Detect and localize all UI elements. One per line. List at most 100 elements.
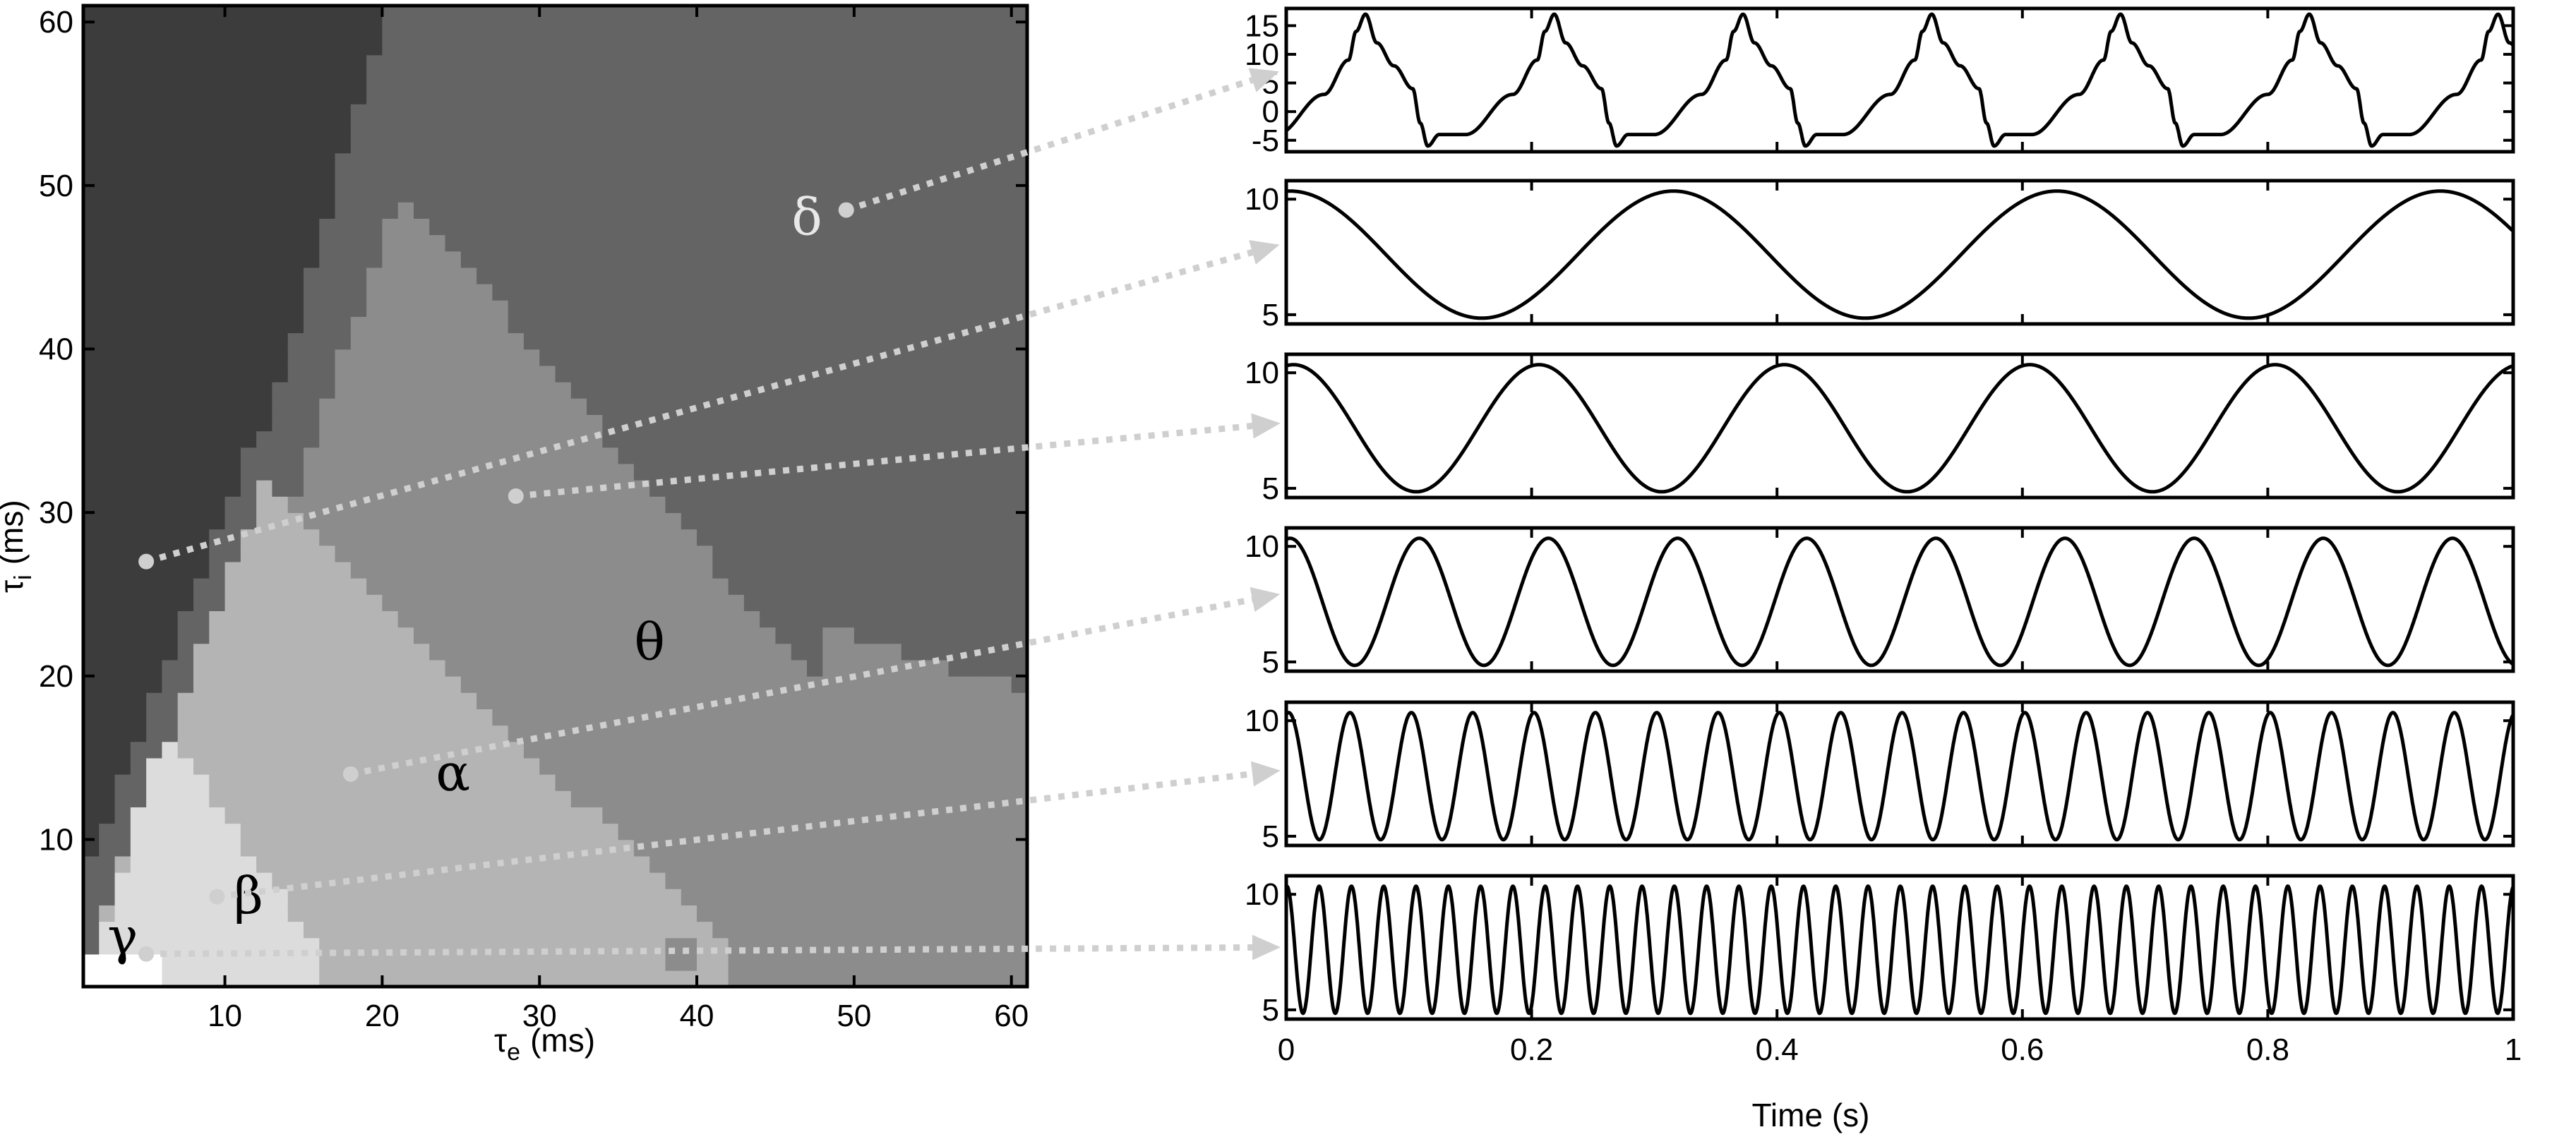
heatmap-cell-theta [477, 561, 493, 579]
heatmap-cell-theta [948, 725, 965, 742]
heatmap-cell-delta [587, 87, 604, 104]
heatmap-cell-alpha [681, 905, 697, 922]
heatmap-cell-delta [570, 251, 587, 268]
heatmap-cell-no-oscillation [272, 234, 289, 252]
heatmap-cell-no-oscillation [114, 430, 131, 448]
heatmap-cell-alpha [287, 905, 304, 922]
heatmap-cell-delta [570, 38, 587, 56]
heatmap-cell-theta [618, 823, 635, 841]
heatmap-cell-no-oscillation [146, 120, 163, 138]
heatmap-cell-no-oscillation [99, 38, 116, 56]
heatmap-cell-no-oscillation [209, 267, 226, 284]
heatmap-cell-alpha [477, 741, 493, 759]
heatmap-cell-theta [964, 889, 981, 905]
heatmap-cell-delta [413, 185, 431, 203]
heatmap-cell-delta [901, 169, 918, 186]
heatmap-cell-alpha [477, 921, 493, 939]
heatmap-cell-delta [697, 283, 714, 301]
heatmap-cell-delta [743, 430, 760, 448]
heatmap-cell-delta [870, 316, 887, 334]
heatmap-cell-theta [570, 463, 587, 481]
heatmap-cell-no-oscillation [130, 643, 147, 661]
heatmap-cell-delta [995, 594, 1012, 611]
heatmap-cell-theta [822, 725, 839, 742]
heatmap-cell-no-oscillation [256, 38, 273, 56]
heatmap-cell-theta [681, 872, 697, 889]
heatmap-cell-alpha [633, 953, 650, 971]
heatmap-cell-theta [539, 561, 556, 579]
heatmap-cell-theta [885, 757, 902, 775]
heatmap-cell-delta [901, 577, 918, 595]
heatmap-cell-delta [760, 54, 777, 72]
heatmap-cell-beta [256, 872, 273, 889]
heatmap-cell-no-oscillation [193, 120, 210, 138]
heatmap-cell-delta [1011, 300, 1028, 317]
heatmap-cell-delta [917, 54, 934, 72]
heatmap-cell-delta [870, 169, 887, 186]
heatmap-cell-delta [350, 185, 367, 203]
heatmap-cell-theta [508, 561, 525, 579]
heatmap-cell-delta [743, 6, 760, 23]
heatmap-cell-beta [209, 872, 226, 889]
heatmap-cell-alpha [429, 675, 446, 693]
heatmap-cell-theta [460, 577, 477, 595]
heatmap-cell-delta [697, 479, 714, 497]
heatmap-cell-no-oscillation [83, 529, 100, 546]
heatmap-cell-no-oscillation [240, 22, 257, 40]
heatmap-cell-delta [1011, 234, 1028, 252]
heatmap-cell-delta [964, 136, 981, 154]
heatmap-cell-theta [712, 872, 729, 889]
heatmap-cell-alpha [366, 807, 383, 824]
heatmap-cell-delta [948, 545, 965, 562]
heatmap-cell-delta [885, 267, 902, 284]
heatmap-cell-theta [822, 807, 839, 824]
heatmap-cell-delta [413, 87, 431, 104]
heatmap-cell-theta [397, 202, 414, 219]
heatmap-cell-no-oscillation [146, 479, 163, 497]
heatmap-cell-delta [728, 6, 745, 23]
heatmap-cell-delta [807, 643, 824, 661]
heatmap-cell-delta [917, 479, 934, 497]
heatmap-cell-alpha [413, 790, 431, 807]
heatmap-cell-delta [445, 185, 462, 203]
heatmap-cell-delta [901, 627, 918, 644]
heatmap-cell-theta [728, 872, 745, 889]
heatmap-cell-no-oscillation [287, 300, 304, 317]
heatmap-cell-delta [555, 22, 572, 40]
heatmap-cell-delta [807, 251, 824, 268]
heatmap-cell-theta [319, 512, 336, 530]
heatmap-cell-no-oscillation [83, 104, 100, 121]
time-tick-label: 1 [2505, 1032, 2522, 1067]
heatmap-cell-no-oscillation [99, 675, 116, 693]
heatmap-cell-no-oscillation [240, 430, 257, 448]
heatmap-cell-delta [460, 152, 477, 170]
heatmap-cell-theta [477, 381, 493, 399]
heatmap-cell-no-oscillation [162, 202, 179, 219]
heatmap-cell-delta [303, 430, 320, 448]
heatmap-cell-alpha [240, 659, 257, 677]
heatmap-cell-theta [838, 741, 855, 759]
heatmap-cell-theta [822, 905, 839, 922]
heatmap-cell-delta [633, 251, 650, 268]
heatmap-cell-alpha [477, 872, 493, 889]
heatmap-cell-no-oscillation [209, 463, 226, 481]
heatmap-cell-delta [870, 577, 887, 595]
heatmap-cell-delta [681, 202, 697, 219]
heatmap-cell-alpha [492, 953, 509, 971]
heatmap-cell-delta [555, 332, 572, 350]
heatmap-cell-theta [570, 675, 587, 693]
heatmap-cell-delta [885, 71, 902, 88]
heatmap-cell-delta [885, 512, 902, 530]
heatmap-cell-delta [1011, 414, 1028, 432]
heatmap-cell-no-oscillation [177, 202, 194, 219]
heatmap-cell-theta [319, 398, 336, 415]
heatmap-cell-alpha [224, 709, 241, 726]
heatmap-cell-no-oscillation [146, 169, 163, 186]
heatmap-cell-theta [948, 741, 965, 759]
heatmap-cell-no-oscillation [177, 594, 194, 611]
heatmap-cell-theta [413, 545, 431, 562]
heatmap-cell-delta [901, 87, 918, 104]
heatmap-cell-theta [539, 692, 556, 709]
heatmap-cell-delta [224, 545, 241, 562]
